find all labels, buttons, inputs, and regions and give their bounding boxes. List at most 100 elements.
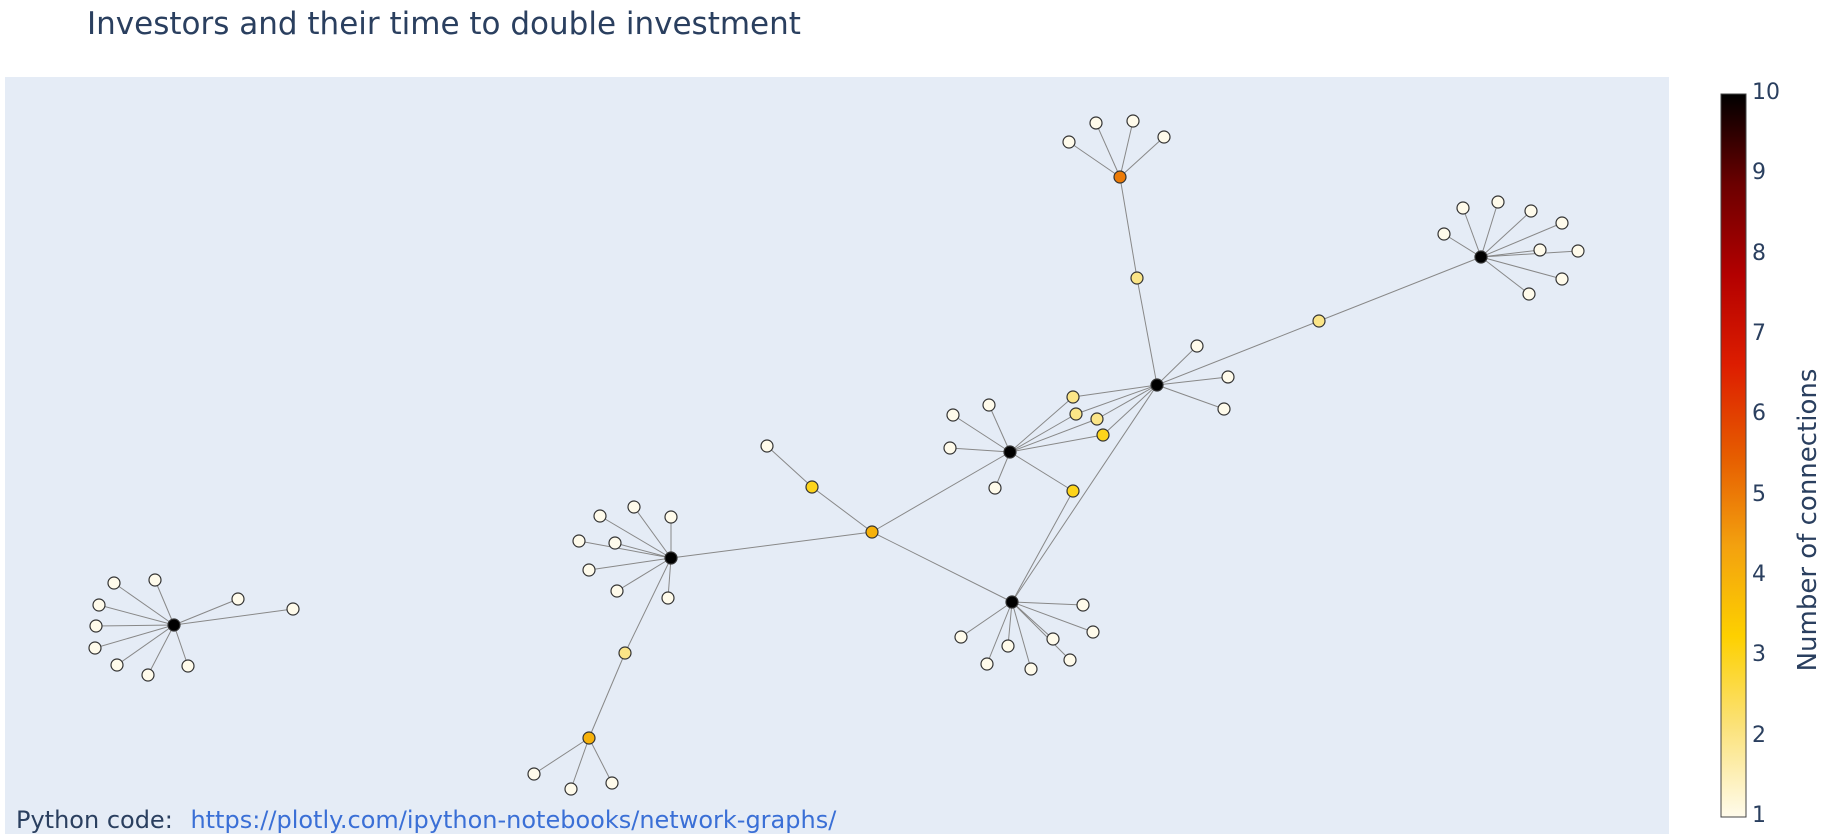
graph-node[interactable] bbox=[1062, 135, 1076, 149]
graph-node[interactable] bbox=[664, 551, 678, 565]
graph-node[interactable] bbox=[760, 439, 774, 453]
graph-node[interactable] bbox=[943, 441, 957, 455]
graph-node[interactable] bbox=[1437, 227, 1451, 241]
graph-node[interactable] bbox=[1456, 201, 1470, 215]
graph-node[interactable] bbox=[980, 657, 994, 671]
source-link[interactable]: https://plotly.com/ipython-notebooks/net… bbox=[190, 806, 837, 834]
graph-node[interactable] bbox=[661, 591, 675, 605]
graph-node[interactable] bbox=[1190, 339, 1204, 353]
graph-node[interactable] bbox=[181, 659, 195, 673]
edge bbox=[1136, 277, 1158, 386]
edge bbox=[1156, 345, 1198, 386]
edge bbox=[1007, 601, 1013, 647]
graph-node[interactable] bbox=[605, 776, 619, 790]
graph-node[interactable] bbox=[593, 509, 607, 523]
edge bbox=[1156, 384, 1225, 410]
colorbar-tick-label: 10 bbox=[1752, 80, 1780, 105]
edge bbox=[960, 601, 1013, 638]
graph-node[interactable] bbox=[1524, 204, 1538, 218]
edge bbox=[1480, 256, 1530, 295]
chart-title: Investors and their time to double inves… bbox=[87, 6, 801, 42]
graph-node[interactable] bbox=[1150, 378, 1164, 392]
graph-node[interactable] bbox=[1533, 243, 1547, 257]
graph-node[interactable] bbox=[231, 592, 245, 606]
graph-node[interactable] bbox=[1157, 130, 1171, 144]
graph-node[interactable] bbox=[1491, 195, 1505, 209]
edge bbox=[1075, 384, 1158, 415]
graph-node[interactable] bbox=[1066, 390, 1080, 404]
edge bbox=[147, 624, 175, 676]
graph-node[interactable] bbox=[664, 510, 678, 524]
edges-layer bbox=[94, 120, 1579, 790]
graph-node[interactable] bbox=[1217, 402, 1231, 416]
graph-node[interactable] bbox=[1571, 244, 1585, 258]
graph-node[interactable] bbox=[1046, 632, 1060, 646]
graph-node[interactable] bbox=[148, 573, 162, 587]
graph-node[interactable] bbox=[865, 525, 879, 539]
graph-node[interactable] bbox=[1086, 625, 1100, 639]
graph-node[interactable] bbox=[1066, 484, 1080, 498]
graph-node[interactable] bbox=[572, 534, 586, 548]
graph-node[interactable] bbox=[582, 563, 596, 577]
graph-node[interactable] bbox=[110, 658, 124, 672]
graph-node[interactable] bbox=[1089, 116, 1103, 130]
graph-node[interactable] bbox=[627, 500, 641, 514]
colorbar-tick-label: 6 bbox=[1752, 401, 1766, 427]
graph-node[interactable] bbox=[618, 646, 632, 660]
graph-node[interactable] bbox=[1221, 370, 1235, 384]
graph-node[interactable] bbox=[1555, 216, 1569, 230]
edge bbox=[1009, 434, 1104, 453]
edge bbox=[570, 737, 590, 790]
edge bbox=[811, 486, 873, 533]
edge bbox=[1119, 120, 1134, 178]
source-annotation: Python code: https://plotly.com/ipython-… bbox=[16, 806, 836, 834]
graph-node[interactable] bbox=[1312, 314, 1326, 328]
graph-node[interactable] bbox=[88, 641, 102, 655]
graph-node[interactable] bbox=[167, 618, 181, 632]
graph-node[interactable] bbox=[89, 619, 103, 633]
graph-node[interactable] bbox=[1024, 662, 1038, 676]
graph-node[interactable] bbox=[564, 782, 578, 796]
edge bbox=[986, 601, 1013, 665]
edge bbox=[624, 557, 672, 654]
graph-node[interactable] bbox=[1005, 595, 1019, 609]
graph-node[interactable] bbox=[1003, 445, 1017, 459]
edge bbox=[94, 624, 175, 649]
edge bbox=[1318, 256, 1482, 322]
graph-node[interactable] bbox=[946, 408, 960, 422]
edge bbox=[98, 604, 175, 626]
edge bbox=[1156, 320, 1320, 386]
graph-node[interactable] bbox=[141, 668, 155, 682]
edge bbox=[1480, 201, 1499, 258]
edge bbox=[1480, 250, 1579, 258]
graph-node[interactable] bbox=[1001, 639, 1015, 653]
graph-node[interactable] bbox=[527, 767, 541, 781]
graph-node[interactable] bbox=[608, 536, 622, 550]
graph-node[interactable] bbox=[1113, 170, 1127, 184]
graph-node[interactable] bbox=[107, 576, 121, 590]
edge bbox=[116, 624, 175, 666]
graph-node[interactable] bbox=[1130, 271, 1144, 285]
graph-node[interactable] bbox=[1522, 287, 1536, 301]
graph-node[interactable] bbox=[1096, 428, 1110, 442]
graph-node[interactable] bbox=[1474, 250, 1488, 264]
graph-node[interactable] bbox=[1069, 407, 1083, 421]
edge bbox=[1480, 210, 1532, 258]
edge bbox=[1102, 384, 1158, 436]
edge bbox=[616, 557, 672, 592]
graph-node[interactable] bbox=[982, 398, 996, 412]
graph-node[interactable] bbox=[1063, 653, 1077, 667]
graph-node[interactable] bbox=[1126, 114, 1140, 128]
graph-node[interactable] bbox=[954, 630, 968, 644]
colorbar-tick-label: 3 bbox=[1752, 642, 1766, 668]
graph-node[interactable] bbox=[1090, 412, 1104, 426]
graph-node[interactable] bbox=[286, 602, 300, 616]
graph-node[interactable] bbox=[805, 480, 819, 494]
graph-node[interactable] bbox=[988, 481, 1002, 495]
graph-node[interactable] bbox=[1555, 272, 1569, 286]
edge bbox=[1095, 122, 1121, 178]
graph-node[interactable] bbox=[582, 731, 596, 745]
graph-node[interactable] bbox=[92, 598, 106, 612]
graph-node[interactable] bbox=[1076, 598, 1090, 612]
graph-node[interactable] bbox=[610, 584, 624, 598]
